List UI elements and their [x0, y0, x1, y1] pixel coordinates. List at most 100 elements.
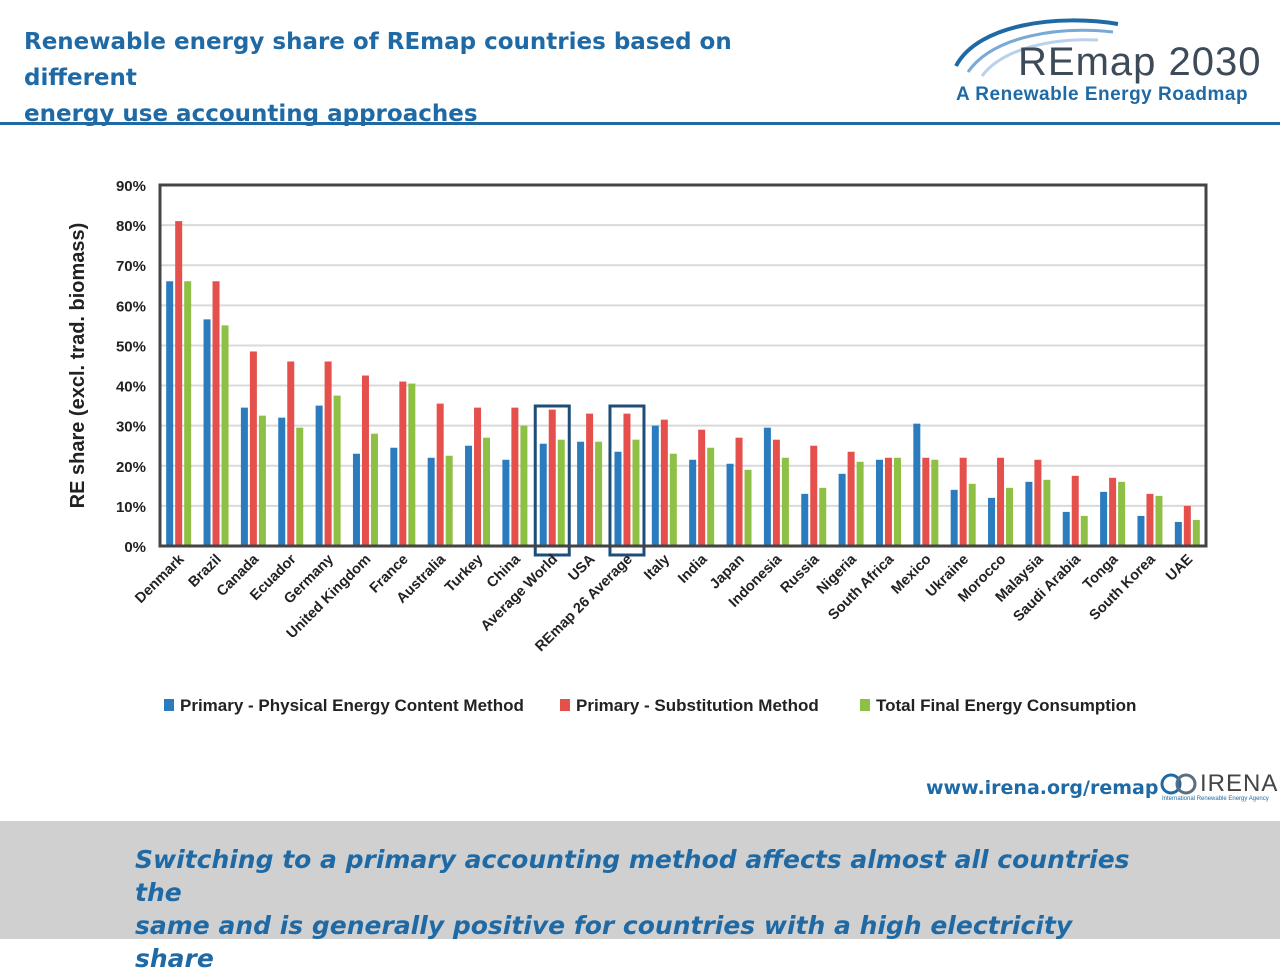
x-tick-label: Italy: [641, 552, 673, 584]
highlight-box: [533, 404, 571, 557]
bar: [781, 457, 789, 546]
x-tick-label: Saudi Arabia: [1010, 551, 1084, 625]
bar: [1062, 511, 1070, 546]
bar: [352, 453, 360, 546]
bar: [660, 419, 668, 546]
caption-line-1: Switching to a primary accounting method…: [135, 845, 1130, 907]
bar: [427, 457, 435, 546]
y-tick-label: 40%: [116, 379, 146, 396]
bar: [1192, 519, 1200, 546]
bar: [1080, 515, 1088, 546]
legend-label: Total Final Energy Consumption: [876, 696, 1136, 715]
bar: [801, 493, 809, 546]
bar: [203, 319, 211, 546]
bar: [258, 415, 266, 546]
swoosh-icon: [954, 18, 1119, 77]
bar: [1100, 491, 1108, 546]
bar: [557, 439, 565, 546]
bar: [651, 425, 659, 546]
bar: [1043, 479, 1051, 546]
bar: [819, 487, 827, 546]
bar: [988, 497, 996, 546]
bar: [931, 459, 939, 546]
bar: [735, 437, 743, 546]
bar: [520, 425, 528, 546]
bar-chart: 0% 10% 20% 30% 40% 50% 60% 70% 80% 90% RE share (e…: [67, 178, 1208, 715]
bar: [1137, 515, 1145, 546]
bar: [1025, 481, 1033, 546]
irena-subtitle: International Renewable Energy Agency: [1162, 796, 1269, 802]
bar: [390, 447, 398, 546]
bar: [1174, 521, 1182, 546]
caption-banner: Switching to a primary accounting method…: [0, 821, 1280, 973]
bar: [744, 469, 752, 546]
bar: [707, 447, 715, 546]
bar: [959, 457, 967, 546]
bar: [689, 459, 697, 546]
bar: [315, 405, 323, 546]
bar: [913, 423, 921, 546]
bar: [763, 427, 771, 546]
y-tick-label: 80%: [116, 218, 146, 235]
bar: [483, 437, 491, 546]
bar: [324, 361, 332, 546]
title-line-1: Renewable energy share of REmap countrie…: [24, 29, 732, 91]
bar: [1006, 487, 1014, 546]
bar: [399, 381, 407, 546]
bar: [922, 457, 930, 546]
bar: [287, 361, 295, 546]
bar: [1155, 495, 1163, 546]
legend-label: Primary - Physical Energy Content Method: [180, 696, 524, 715]
bar: [436, 403, 444, 546]
bar: [1071, 475, 1079, 546]
x-tick-label: South Korea: [1087, 551, 1160, 624]
bar: [669, 453, 677, 546]
bar: [1146, 493, 1154, 546]
bar: [772, 439, 780, 546]
bar: [856, 461, 864, 546]
bar: [539, 443, 547, 546]
bar: [278, 417, 286, 546]
bar: [1034, 459, 1042, 546]
x-tick-label: South Africa: [825, 551, 898, 624]
y-tick-label: 20%: [116, 459, 146, 476]
bar: [1118, 481, 1126, 546]
bar: [577, 441, 585, 546]
legend-swatch: [860, 699, 870, 711]
bar: [810, 445, 818, 546]
bar: [511, 407, 519, 546]
x-tick-label: UAE: [1163, 551, 1196, 584]
irena-word: IRENA: [1200, 770, 1279, 797]
bar: [838, 473, 846, 546]
y-axis-label: RE share (excl. trad. biomass): [67, 223, 89, 509]
bar: [166, 281, 174, 546]
bar: [548, 409, 556, 546]
legend-swatch: [164, 699, 174, 711]
bar: [632, 439, 640, 546]
bar: [893, 457, 901, 546]
caption-text: Switching to a primary accounting method…: [135, 843, 1135, 975]
bar: [847, 451, 855, 546]
bar: [1109, 477, 1117, 546]
y-tick-label: 10%: [116, 499, 146, 516]
highlight-box: [608, 404, 646, 557]
x-tick-label: Denmark: [132, 551, 188, 607]
bar: [614, 451, 622, 546]
y-tick-label: 90%: [116, 178, 146, 195]
bar: [474, 407, 482, 546]
bar: [726, 463, 734, 546]
bar: [875, 459, 883, 546]
bar: [445, 455, 453, 546]
irena-logo: IRENA International Renewable Energy Age…: [1160, 770, 1279, 806]
bar: [408, 383, 416, 546]
bar: [175, 221, 183, 546]
plot-frame: [158, 183, 1208, 548]
legend-swatch: [560, 699, 570, 711]
bar: [212, 281, 220, 546]
bar: [968, 483, 976, 546]
website-link[interactable]: www.irena.org/remap: [926, 777, 1159, 799]
bar: [884, 457, 892, 546]
y-tick-label: 50%: [116, 338, 146, 355]
bar: [502, 459, 510, 546]
bar: [296, 427, 304, 546]
